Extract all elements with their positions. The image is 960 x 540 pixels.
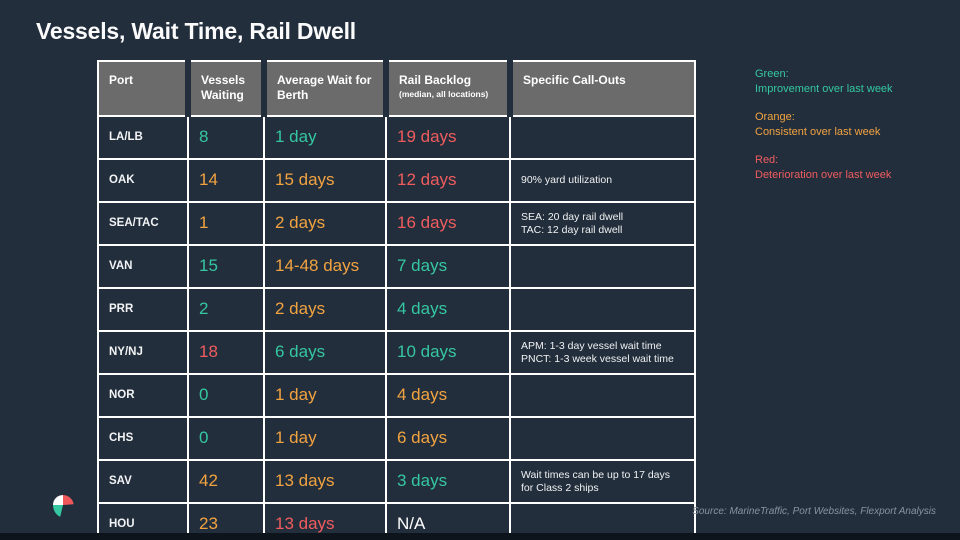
header-callouts: Specific Call-Outs <box>507 60 696 117</box>
header-port: Port <box>97 60 191 117</box>
rail-backlog-cell: 12 days <box>385 158 511 203</box>
bottom-strip <box>0 533 960 540</box>
wait-for-berth-cell: 2 days <box>263 287 387 332</box>
legend-desc: Improvement over last week <box>755 83 893 95</box>
header-rail-backlog-label: Rail Backlog <box>399 73 472 87</box>
header-rail-backlog: Rail Backlog (median, all locations) <box>383 60 513 117</box>
rail-backlog-cell: 10 days <box>385 330 511 375</box>
status-color-legend: Green: Improvement over last week Orange… <box>755 67 893 196</box>
vessels-waiting-cell: 2 <box>187 287 265 332</box>
port-cell: NY/NJ <box>97 330 189 375</box>
vessels-waiting-cell: 42 <box>187 459 265 504</box>
ports-table: Port Vessels Waiting Average Wait for Be… <box>97 60 696 540</box>
callout-cell <box>509 373 696 418</box>
legend-item-green: Green: Improvement over last week <box>755 67 893 97</box>
wait-for-berth-cell: 1 day <box>263 416 387 461</box>
legend-label: Orange: <box>755 111 795 123</box>
table-row: SEA/TAC 1 2 days 16 days SEA: 20 day rail dw… <box>97 201 696 246</box>
vessels-waiting-cell: 0 <box>187 416 265 461</box>
rail-backlog-cell: 19 days <box>385 115 511 160</box>
callout-cell <box>509 416 696 461</box>
rail-backlog-cell: 6 days <box>385 416 511 461</box>
table-row: SAV 42 13 days 3 days Wait times can be up t… <box>97 459 696 504</box>
table-row: OAK 14 15 days 12 days 90% yard utilization <box>97 158 696 203</box>
header-rail-backlog-note: (median, all locations) <box>399 89 489 99</box>
wait-for-berth-cell: 2 days <box>263 201 387 246</box>
header-vessels-waiting-label: Vessels Waiting <box>201 73 246 102</box>
table-row: PRR 2 2 days 4 days <box>97 287 696 332</box>
table-body: LA/LB 8 1 day 19 days OAK 14 15 days 12 days 90%… <box>97 115 696 540</box>
header-port-label: Port <box>109 73 133 87</box>
legend-desc: Deterioration over last week <box>755 169 892 181</box>
port-cell: LA/LB <box>97 115 189 160</box>
port-cell: HOU <box>97 502 189 540</box>
table-row: CHS 0 1 day 6 days <box>97 416 696 461</box>
table-row: NOR 0 1 day 4 days <box>97 373 696 418</box>
rail-backlog-cell: 16 days <box>385 201 511 246</box>
port-cell: NOR <box>97 373 189 418</box>
legend-label: Green: <box>755 68 789 80</box>
wait-for-berth-cell: 1 day <box>263 115 387 160</box>
callout-cell: 90% yard utilization <box>509 158 696 203</box>
wait-for-berth-cell: 14-48 days <box>263 244 387 289</box>
header-vessels-waiting: Vessels Waiting <box>185 60 267 117</box>
vessels-waiting-cell: 14 <box>187 158 265 203</box>
callout-cell <box>509 115 696 160</box>
callout-cell <box>509 244 696 289</box>
source-note: Source: MarineTraffic, Port Websites, Fl… <box>692 506 936 517</box>
rail-backlog-cell: 4 days <box>385 287 511 332</box>
port-cell: CHS <box>97 416 189 461</box>
port-cell: VAN <box>97 244 189 289</box>
legend-label: Red: <box>755 154 779 166</box>
wait-for-berth-cell: 6 days <box>263 330 387 375</box>
table-row: VAN 15 14-48 days 7 days <box>97 244 696 289</box>
callout-cell: SEA: 20 day rail dwell TAC: 12 day rail … <box>509 201 696 246</box>
table-row: NY/NJ 18 6 days 10 days APM: 1-3 day vessel … <box>97 330 696 375</box>
header-average-wait: Average Wait for Berth <box>261 60 389 117</box>
rail-backlog-cell: 4 days <box>385 373 511 418</box>
port-cell: SEA/TAC <box>97 201 189 246</box>
vessels-waiting-cell: 15 <box>187 244 265 289</box>
header-average-wait-label: Average Wait for Berth <box>277 73 372 102</box>
page-title: Vessels, Wait Time, Rail Dwell <box>36 18 356 44</box>
vessels-waiting-cell: 18 <box>187 330 265 375</box>
table-header-row: Port Vessels Waiting Average Wait for Be… <box>97 60 696 117</box>
legend-desc: Consistent over last week <box>755 126 881 138</box>
table-row: HOU 23 13 days N/A <box>97 502 696 540</box>
legend-item-orange: Orange: Consistent over last week <box>755 110 893 140</box>
callout-cell: APM: 1-3 day vessel wait time PNCT: 1-3 … <box>509 330 696 375</box>
flexport-logo-icon <box>53 495 74 517</box>
legend-item-red: Red: Deterioration over last week <box>755 153 893 183</box>
port-cell: PRR <box>97 287 189 332</box>
vessels-waiting-cell: 1 <box>187 201 265 246</box>
vessels-waiting-cell: 0 <box>187 373 265 418</box>
wait-for-berth-cell: 13 days <box>263 459 387 504</box>
rail-backlog-cell: 7 days <box>385 244 511 289</box>
callout-cell <box>509 287 696 332</box>
port-cell: OAK <box>97 158 189 203</box>
wait-for-berth-cell: 15 days <box>263 158 387 203</box>
port-cell: SAV <box>97 459 189 504</box>
table-row: LA/LB 8 1 day 19 days <box>97 115 696 160</box>
callout-cell: Wait times can be up to 17 days for Clas… <box>509 459 696 504</box>
vessels-waiting-cell: 8 <box>187 115 265 160</box>
wait-for-berth-cell: 1 day <box>263 373 387 418</box>
rail-backlog-cell: 3 days <box>385 459 511 504</box>
header-callouts-label: Specific Call-Outs <box>523 73 626 87</box>
